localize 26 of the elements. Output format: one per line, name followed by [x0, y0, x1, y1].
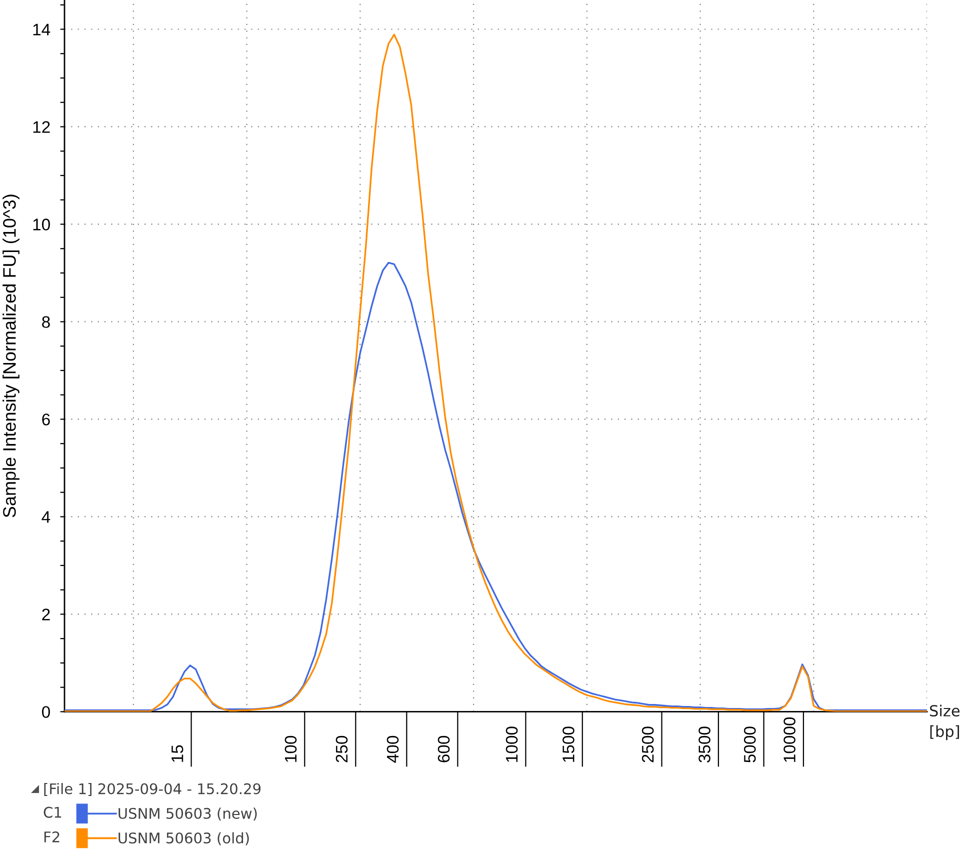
legend-label: USNM 50603 (new): [118, 808, 257, 821]
text: C1: [44, 806, 62, 818]
x-axis-title: Size [bp]: [930, 704, 960, 740]
y-tick-label: 12: [33, 121, 50, 133]
x-tick-label: 10000: [784, 717, 796, 762]
y-tick-label: 4: [42, 511, 50, 523]
x-tick-label: 15: [172, 745, 184, 762]
y-tick-label: 2: [42, 608, 50, 620]
y-tick-label: 10: [33, 218, 50, 230]
text: F2: [44, 831, 60, 842]
x-tick-label: 600: [438, 736, 450, 762]
x-tick-label: 5000: [744, 726, 756, 762]
y-axis-title: Sample Intensity [Normalized FU] (10^3): [2, 194, 20, 518]
x-tick-label: 100: [284, 736, 297, 762]
x-tick-label: 400: [386, 736, 399, 763]
x-tick-label: 250: [336, 736, 348, 762]
y-tick-label: 0: [42, 706, 50, 718]
legend-title: [File 1] 2025-09-04 - 15.20.29: [44, 783, 261, 796]
x-tick-label: 2500: [642, 726, 654, 762]
legend-label: USNM 50603 (old): [118, 832, 249, 846]
y-tick-label: 8: [42, 316, 50, 328]
x-tick-label: 3500: [698, 726, 710, 762]
x-tick-label: 1000: [506, 726, 518, 762]
x-tick-label: 1500: [562, 726, 574, 762]
y-tick-label: 14: [33, 24, 50, 36]
y-tick-label: 6: [42, 414, 50, 426]
